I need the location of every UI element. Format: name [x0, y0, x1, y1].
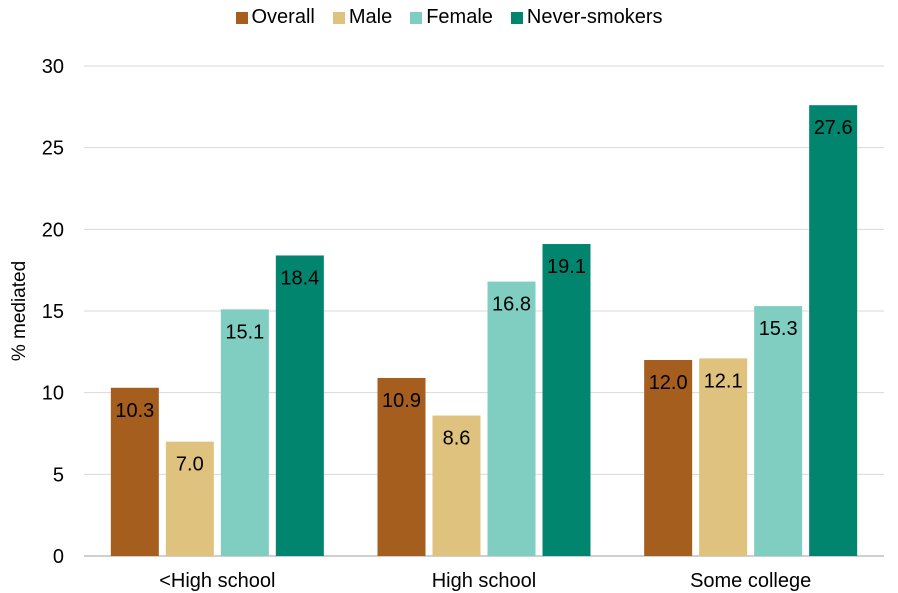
bar: [220, 309, 269, 556]
data-label: 18.4: [280, 267, 319, 289]
data-label: 15.1: [225, 321, 264, 343]
data-label: 10.3: [115, 400, 154, 422]
legend-label: Female: [426, 6, 493, 28]
legend-swatch: [410, 11, 423, 24]
legend: Overall Male Female Never-smokers: [0, 6, 898, 29]
y-tick-label: 5: [53, 464, 64, 486]
bar: [809, 105, 858, 556]
legend-swatch: [510, 11, 523, 24]
data-label: 7.0: [176, 454, 204, 476]
x-tick-label: <High school: [159, 570, 275, 592]
x-tick-label: High school: [432, 570, 537, 592]
x-tick-label: Some college: [690, 570, 811, 592]
bar: [699, 358, 748, 556]
y-tick-label: 0: [53, 546, 64, 568]
data-label: 19.1: [547, 256, 586, 278]
y-tick-label: 30: [42, 56, 64, 78]
bar: [110, 387, 159, 556]
legend-swatch: [235, 11, 248, 24]
legend-item: Overall: [235, 6, 315, 29]
legend-item: Male: [332, 6, 393, 29]
y-tick-label: 25: [42, 138, 64, 160]
legend-label: Never-smokers: [526, 6, 663, 28]
bar: [275, 255, 324, 556]
y-axis-label: % mediated: [9, 261, 30, 361]
bar: [432, 415, 481, 556]
data-label: 15.3: [759, 318, 798, 340]
legend-item: Female: [410, 6, 493, 29]
bar: [377, 377, 426, 556]
legend-item: Never-smokers: [510, 6, 663, 29]
y-tick-label: 10: [42, 383, 64, 405]
legend-label: Overall: [251, 6, 315, 28]
bar: [542, 244, 591, 557]
data-label: 12.0: [649, 372, 688, 394]
y-tick-label: 15: [42, 301, 64, 323]
bar: [644, 360, 693, 556]
data-label: 10.9: [382, 390, 421, 412]
data-label: 16.8: [492, 294, 531, 316]
data-label: 8.6: [443, 428, 471, 450]
bar: [754, 306, 803, 556]
legend-swatch: [332, 11, 345, 24]
y-tick-label: 20: [42, 219, 64, 241]
data-label: 12.1: [704, 370, 743, 392]
data-label: 27.6: [814, 117, 853, 139]
bar: [487, 281, 536, 556]
legend-label: Male: [348, 6, 393, 28]
bar: [165, 441, 214, 556]
